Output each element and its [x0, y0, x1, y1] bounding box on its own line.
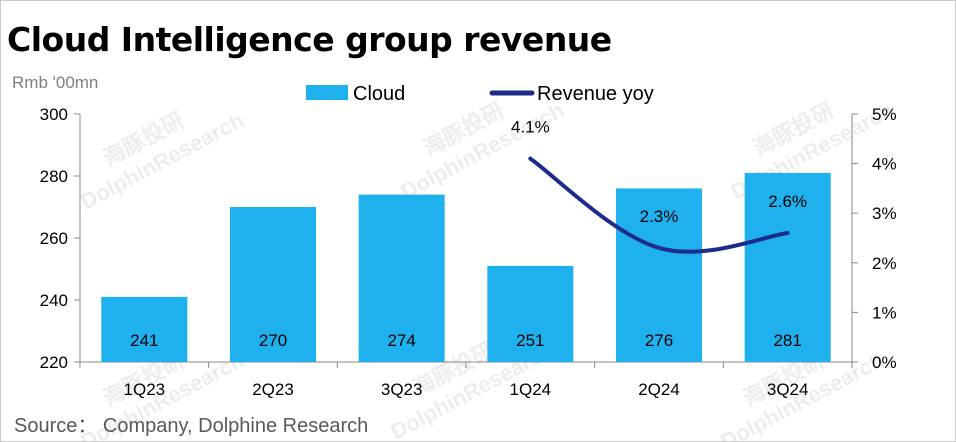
- legend-label-revenue-yoy: Revenue yoy: [537, 83, 654, 105]
- y-tick-label: 300: [40, 105, 68, 124]
- yoy-value-label: 2.6%: [768, 192, 807, 211]
- bar-value-label: 276: [645, 331, 673, 350]
- line-revenue-yoy: [528, 156, 790, 254]
- yoy-value-label: 4.1%: [511, 118, 550, 137]
- bar-cloud: [230, 207, 316, 362]
- bar-cloud: [358, 194, 445, 362]
- y2-tick-label: 3%: [872, 204, 897, 223]
- x-tick-label: 1Q24: [510, 380, 552, 399]
- bar-cloud: [744, 172, 831, 362]
- y-tick-label: 260: [40, 229, 68, 248]
- chart-title: Cloud Intelligence group revenue: [7, 20, 612, 59]
- x-tick-label: 1Q23: [124, 380, 166, 399]
- y2-tick-label: 5%: [872, 105, 897, 124]
- y-tick-label: 280: [40, 167, 68, 186]
- yoy-value-label: 2.3%: [640, 207, 679, 226]
- y-axis-unit: Rmb '00mn: [12, 73, 98, 92]
- bar-value-label: 281: [773, 331, 801, 350]
- bar-cloud: [616, 188, 702, 362]
- bar-cloud: [101, 296, 188, 362]
- y2-tick-label: 0%: [872, 353, 897, 372]
- legend-swatch-cloud: [306, 85, 348, 100]
- x-tick-label: 3Q23: [381, 380, 423, 399]
- axes: 220 240 260 280 300 0% 1% 2% 3% 4% 5% 1Q23 2Q23 3Q23 1…: [40, 105, 897, 399]
- x-tick-label: 3Q24: [767, 380, 809, 399]
- y-tick-label: 220: [40, 353, 68, 372]
- legend-label-cloud: Cloud: [353, 83, 405, 105]
- legend: Cloud Revenue yoy: [306, 83, 654, 105]
- source-note: Source： Company, Dolphine Research: [14, 415, 368, 437]
- x-tick-label: 2Q24: [638, 380, 680, 399]
- bar-value-label: 274: [387, 331, 415, 350]
- y2-tick-label: 4%: [872, 155, 897, 174]
- bar-cloud: [487, 265, 574, 362]
- x-tick-label: 2Q23: [252, 380, 294, 399]
- bar-value-label: 270: [259, 331, 287, 350]
- y2-tick-label: 1%: [872, 303, 897, 322]
- y2-tick-label: 2%: [872, 254, 897, 273]
- bar-value-label: 241: [130, 331, 158, 350]
- y-tick-label: 240: [40, 291, 68, 310]
- yoy-line-layer: 4.1% 2.3% 2.6%: [511, 118, 807, 254]
- bars: 241 270 274 251 276 281: [101, 172, 831, 362]
- bar-value-label: 251: [516, 331, 544, 350]
